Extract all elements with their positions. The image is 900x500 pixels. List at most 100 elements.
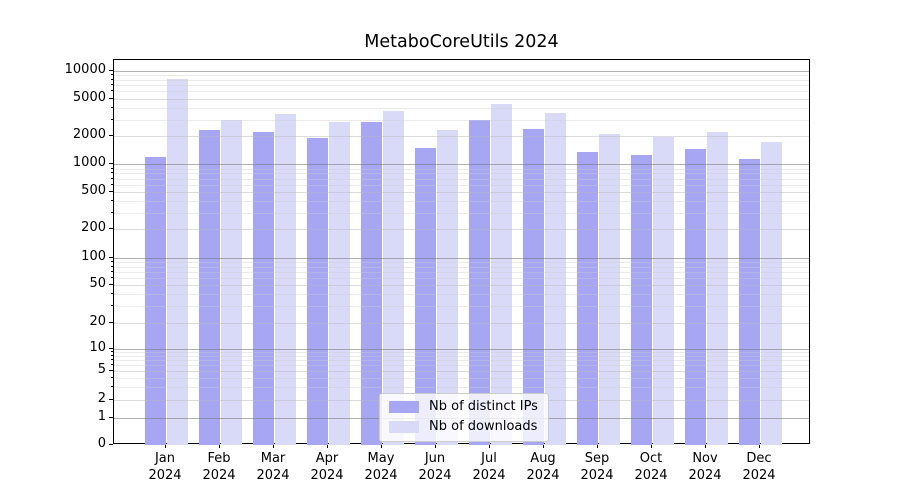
x-tick-year: 2024	[256, 468, 290, 483]
y-minor-tick-mark	[111, 354, 113, 356]
x-tick-mark	[273, 444, 274, 448]
gridline-200	[114, 229, 809, 231]
x-tick-month: May	[367, 451, 395, 466]
bar-downloads-mar	[274, 114, 296, 445]
gridline-30	[114, 306, 809, 307]
y-minor-tick-mark	[111, 364, 113, 366]
bar-downloads-jul	[490, 103, 512, 445]
y-tick-label-100: 100	[81, 248, 106, 264]
x-tick-label-dec: Dec 2024	[717, 450, 801, 484]
y-minor-tick-mark	[111, 90, 113, 92]
y-tick-mark	[109, 416, 113, 418]
y-minor-tick-mark	[111, 377, 113, 379]
x-tick-mark	[543, 444, 544, 448]
gridline-90	[114, 261, 809, 263]
y-tick-mark	[109, 163, 113, 165]
y-minor-tick-mark	[111, 270, 113, 272]
bar-distinct-ips-oct	[630, 155, 652, 445]
gridline-50	[114, 285, 809, 287]
y-minor-tick-mark	[111, 351, 113, 353]
x-tick-year: 2024	[310, 468, 344, 483]
y-tick-mark	[109, 321, 113, 323]
y-tick-mark	[109, 191, 113, 192]
gridline-500	[114, 192, 809, 193]
y-tick-label-500: 500	[81, 183, 106, 198]
y-minor-tick-mark	[111, 167, 113, 169]
y-tick-mark	[109, 228, 113, 230]
y-minor-tick-mark	[111, 84, 113, 86]
bar-distinct-ips-jul	[468, 120, 490, 445]
gridline-9000	[114, 75, 809, 77]
y-minor-tick-mark	[111, 265, 113, 267]
bar-distinct-ips-mar	[252, 132, 274, 445]
x-tick-mark	[219, 444, 220, 448]
gridline-8000	[114, 79, 809, 81]
bar-downloads-dec	[760, 141, 782, 445]
legend-swatch-downloads	[389, 421, 419, 433]
gridline-800	[114, 173, 809, 175]
y-tick-label-1: 1	[97, 408, 106, 424]
y-minor-tick-mark	[111, 177, 113, 179]
gridline-4000	[114, 107, 809, 109]
y-tick-label-10000: 10000	[64, 62, 106, 77]
x-tick-year: 2024	[472, 468, 506, 483]
x-tick-year: 2024	[364, 468, 398, 483]
x-tick-label-jul: Jul 2024	[447, 450, 531, 484]
gridline-7	[114, 360, 809, 362]
x-tick-label-jun: Jun 2024	[393, 450, 477, 484]
gridline-60	[114, 278, 809, 279]
x-tick-year: 2024	[634, 468, 668, 483]
x-tick-label-mar: Mar 2024	[231, 450, 315, 484]
gridline-1000	[114, 164, 809, 166]
x-tick-year: 2024	[688, 468, 722, 483]
gridline-700	[114, 178, 809, 180]
gridline-2000	[114, 136, 809, 137]
y-minor-tick-mark	[111, 359, 113, 361]
y-tick-mark	[109, 370, 113, 371]
gridline-6000	[114, 91, 809, 93]
bar-downloads-oct	[652, 137, 674, 445]
y-tick-label-50: 50	[89, 276, 106, 292]
y-minor-tick-mark	[111, 293, 113, 295]
x-tick-mark	[759, 444, 760, 448]
y-tick-label-20: 20	[89, 313, 106, 329]
gridline-6	[114, 365, 809, 367]
gridline-10000	[114, 71, 809, 72]
x-tick-label-jan: Jan 2024	[123, 450, 207, 484]
y-tick-label-1000: 1000	[72, 155, 106, 171]
legend: Nb of distinct IPs Nb of downloads	[379, 393, 549, 442]
x-tick-mark	[435, 444, 436, 448]
x-tick-month: Jul	[481, 451, 497, 466]
y-tick-label-0: 0	[97, 436, 106, 451]
x-tick-mark	[489, 444, 490, 448]
y-axis: 10000 5000 2000 1000 500 200 100 50 20 10 5 2 1 0	[0, 59, 106, 451]
x-axis: Jan 2024 Feb 2024 Mar 2024 Apr 2024 May 2024 Jun 20…	[113, 450, 810, 490]
y-tick-mark	[109, 347, 113, 349]
x-tick-month: Nov	[692, 451, 718, 466]
gridline-80	[114, 266, 809, 268]
gridline-4	[114, 378, 809, 380]
y-minor-tick-mark	[111, 305, 113, 306]
x-tick-month: Oct	[639, 451, 663, 466]
x-tick-month: Dec	[746, 451, 772, 466]
gridline-5	[114, 371, 809, 372]
x-tick-year: 2024	[742, 468, 776, 483]
y-minor-tick-mark	[111, 74, 113, 76]
bar-distinct-ips-apr	[306, 138, 328, 445]
y-tick-label-200: 200	[81, 220, 106, 236]
gridline-20	[114, 322, 809, 324]
legend-item-distinct-ips: Nb of distinct IPs	[389, 400, 538, 414]
y-tick-mark	[109, 135, 113, 136]
y-minor-tick-mark	[111, 386, 113, 388]
gridline-8	[114, 355, 809, 357]
y-minor-tick-mark	[111, 106, 113, 108]
y-tick-mark	[109, 284, 113, 286]
y-tick-label-2: 2	[97, 391, 106, 407]
x-tick-year: 2024	[580, 468, 614, 483]
bar-downloads-sep	[598, 134, 620, 445]
y-minor-tick-mark	[111, 211, 113, 213]
x-tick-label-feb: Feb 2024	[177, 450, 261, 484]
y-tick-label-2000: 2000	[72, 127, 106, 142]
gridline-3	[114, 387, 809, 389]
